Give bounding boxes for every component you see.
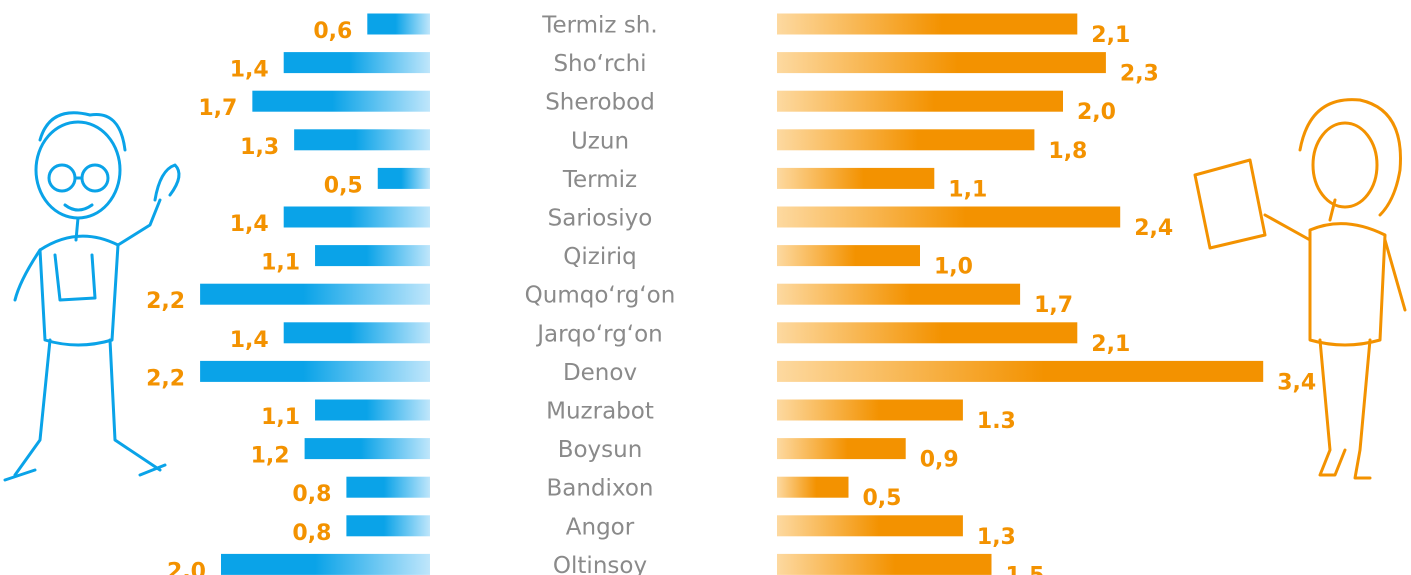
- value-label: 1,2: [251, 444, 290, 469]
- category-label: Uzun: [571, 128, 629, 154]
- value-label: 1,7: [198, 96, 237, 121]
- value-label: 1,3: [240, 135, 279, 160]
- bar: [346, 476, 430, 498]
- value-label: 1,4: [230, 328, 269, 353]
- bar: [377, 167, 430, 189]
- value-label: 1.5: [1006, 563, 1045, 575]
- value-label: 1,1: [261, 405, 300, 430]
- bar: [283, 206, 430, 228]
- value-label: 2,0: [167, 559, 206, 575]
- category-label: Muzrabot: [546, 399, 654, 425]
- value-label: 2,2: [146, 366, 185, 391]
- bar: [315, 399, 430, 421]
- value-label: 0,6: [313, 19, 352, 44]
- value-label: 1,8: [1048, 139, 1087, 164]
- bar: [777, 129, 1035, 151]
- bar: [221, 553, 430, 575]
- category-label: Sherobod: [545, 90, 655, 116]
- bar: [777, 553, 992, 575]
- bar: [777, 167, 935, 189]
- bar: [294, 129, 430, 151]
- bar: [777, 515, 963, 537]
- value-label: 0,8: [292, 521, 331, 546]
- value-label: 1,0: [934, 255, 973, 280]
- category-label: Jarqo‘rg‘on: [535, 321, 663, 347]
- value-label: 0,8: [292, 482, 331, 507]
- value-label: 1,4: [230, 58, 269, 83]
- bar: [777, 283, 1021, 305]
- category-label: Bandixon: [547, 476, 654, 502]
- bar: [283, 52, 430, 74]
- value-label: 1,4: [230, 212, 269, 237]
- value-label: 2,2: [146, 289, 185, 314]
- bar: [777, 360, 1264, 382]
- bar: [777, 13, 1078, 35]
- value-label: 1,7: [1034, 293, 1073, 318]
- bar: [200, 283, 430, 305]
- category-label: Qiziriq: [563, 244, 636, 270]
- value-label: 1,3: [977, 525, 1016, 550]
- bar: [200, 360, 430, 382]
- category-label: Qumqo‘rg‘on: [525, 283, 676, 309]
- category-label: Termiz sh.: [541, 13, 657, 39]
- bar: [777, 399, 963, 421]
- bar: [252, 90, 430, 112]
- category-label: Sho‘rchi: [553, 51, 646, 77]
- value-label: 2,3: [1120, 62, 1159, 87]
- bar: [777, 438, 906, 460]
- category-label: Termiz: [562, 167, 637, 193]
- category-label: Boysun: [558, 437, 643, 463]
- value-label: 1.3: [977, 409, 1016, 434]
- value-label: 2,1: [1091, 23, 1130, 48]
- category-label: Sariosiyo: [548, 206, 653, 232]
- bar: [283, 322, 430, 344]
- bar: [777, 52, 1106, 74]
- bar: [367, 13, 430, 35]
- bar: [777, 322, 1078, 344]
- bar: [777, 206, 1121, 228]
- bar: [777, 476, 849, 498]
- illustration-man: [3, 111, 181, 482]
- bar: [777, 90, 1063, 112]
- bar: [346, 515, 430, 537]
- bar: [315, 245, 430, 267]
- value-label: 1,1: [261, 251, 300, 276]
- value-label: 0,9: [920, 448, 959, 473]
- value-label: 2,0: [1077, 100, 1116, 125]
- bar: [304, 438, 430, 460]
- value-label: 3,4: [1277, 370, 1316, 395]
- value-label: 0,5: [324, 173, 363, 198]
- value-label: 2,4: [1134, 216, 1173, 241]
- value-label: 1,1: [948, 177, 987, 202]
- category-label: Denov: [563, 360, 637, 386]
- value-label: 0,5: [863, 486, 902, 511]
- category-label: Oltinsoy: [553, 553, 647, 575]
- illustration-woman: [1193, 98, 1407, 480]
- value-label: 2,1: [1091, 332, 1130, 357]
- bar: [777, 245, 920, 267]
- category-label: Angor: [566, 514, 635, 540]
